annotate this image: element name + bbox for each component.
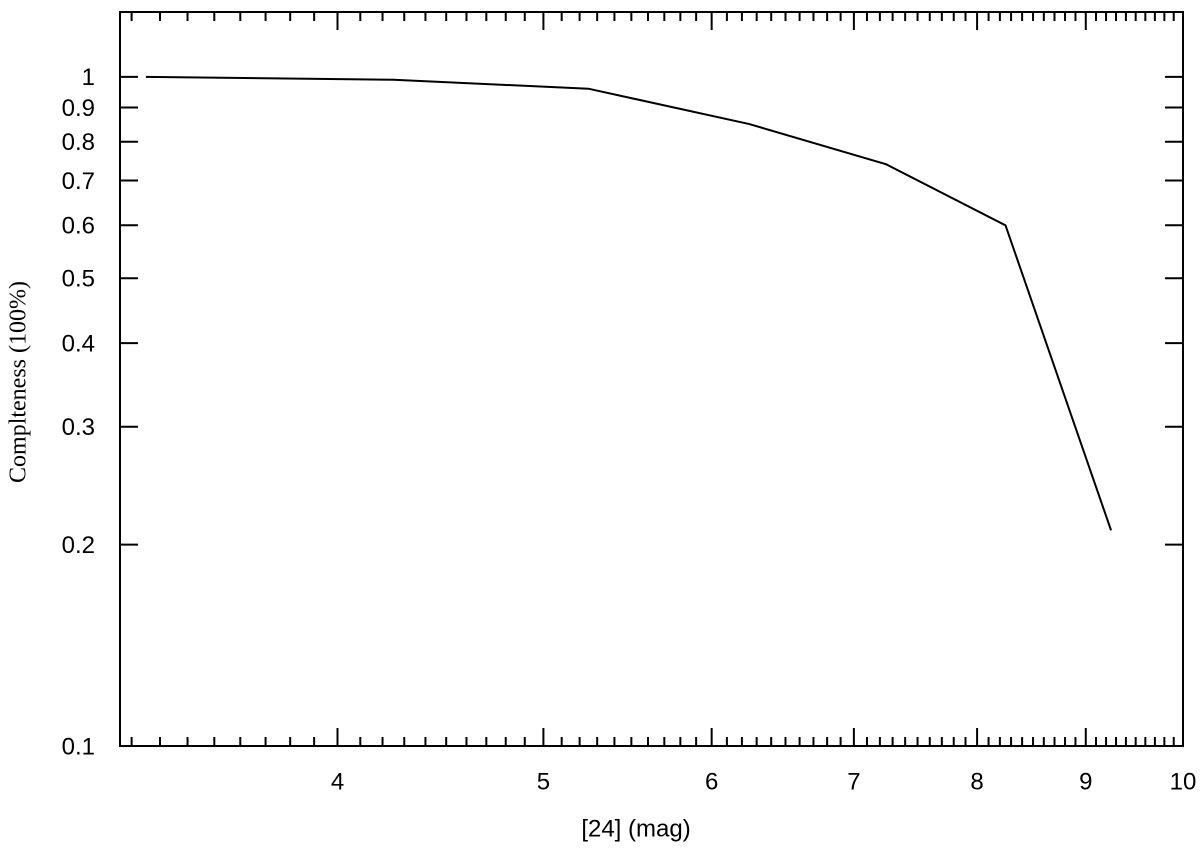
y-tick-label: 0.8 <box>62 129 95 156</box>
y-axis-label: Complteness (100%) <box>6 281 32 483</box>
y-tick-label: 0.9 <box>62 95 95 122</box>
x-tick-label: 4 <box>331 768 344 795</box>
x-tick-label: 6 <box>705 768 718 795</box>
y-tick-label: 0.6 <box>62 213 95 240</box>
x-tick-label: 10 <box>1170 768 1197 795</box>
y-tick-label: 0.7 <box>62 168 95 195</box>
y-tick-label: 0.5 <box>62 266 95 293</box>
y-tick-label: 0.4 <box>62 330 95 357</box>
y-tick-label: 0.1 <box>62 733 95 760</box>
plot-frame <box>119 11 1184 747</box>
x-tick-label: 9 <box>1079 768 1092 795</box>
y-tick-label: 0.2 <box>62 532 95 559</box>
line-series <box>145 75 1113 531</box>
x-tick-label: 7 <box>847 768 860 795</box>
x-tick-label: 5 <box>537 768 550 795</box>
y-tick-label: 1 <box>82 64 95 91</box>
x-axis-label: [24] (mag) <box>581 815 690 842</box>
x-tick-label: 8 <box>970 768 983 795</box>
y-tick-label: 0.3 <box>62 414 95 441</box>
